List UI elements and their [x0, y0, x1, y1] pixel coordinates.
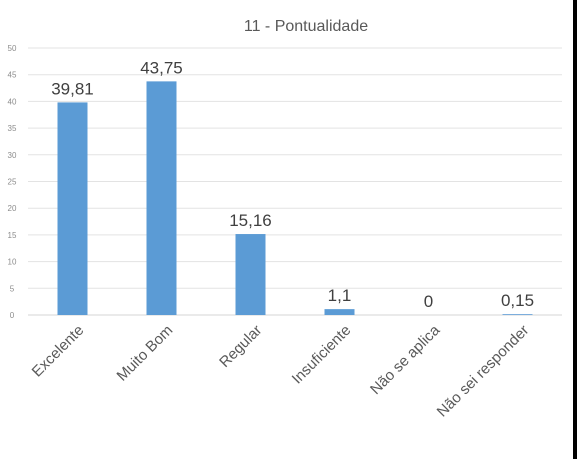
data-label: 43,75	[140, 58, 183, 77]
y-tick-label: 15	[8, 231, 17, 240]
bar	[235, 234, 266, 315]
y-tick-label: 30	[8, 151, 17, 160]
chart-title: 11 - Pontualidade	[244, 18, 368, 35]
bar	[57, 102, 88, 315]
data-label: 1,1	[328, 286, 352, 305]
x-tick-label: Não sei responder	[434, 322, 533, 421]
data-label: 0	[424, 292, 433, 311]
y-tick-label: 35	[8, 124, 17, 133]
x-tick-label: Excelente	[29, 322, 88, 381]
bar	[146, 81, 177, 315]
data-label: 39,81	[51, 79, 94, 98]
x-tick-label: Muito Bom	[114, 322, 177, 385]
bar	[324, 309, 355, 315]
x-tick-label: Regular	[216, 322, 265, 371]
y-axis-ticks: 0 5 10 15 20 25 30 35 40 45 50	[8, 44, 17, 320]
y-tick-label: 5	[10, 284, 15, 293]
y-tick-label: 40	[8, 97, 17, 106]
y-tick-label: 45	[8, 71, 17, 80]
bars	[57, 81, 533, 315]
data-label: 0,15	[501, 291, 534, 310]
x-tick-label: Insuficiente	[289, 322, 355, 388]
y-tick-label: 0	[10, 311, 15, 320]
y-tick-label: 25	[8, 178, 17, 187]
x-axis-ticks: Excelente Muito Bom Regular Insuficiente Não…	[29, 321, 533, 420]
gridlines	[28, 47, 562, 316]
y-tick-label: 50	[8, 44, 17, 53]
data-label: 15,16	[229, 211, 272, 230]
x-tick-label: Não se aplica	[367, 321, 444, 398]
data-labels: 39,81 43,75 15,16 1,1 0 0,15	[51, 58, 534, 311]
y-tick-label: 20	[8, 204, 17, 213]
bar	[502, 314, 533, 315]
y-tick-label: 10	[8, 258, 17, 267]
